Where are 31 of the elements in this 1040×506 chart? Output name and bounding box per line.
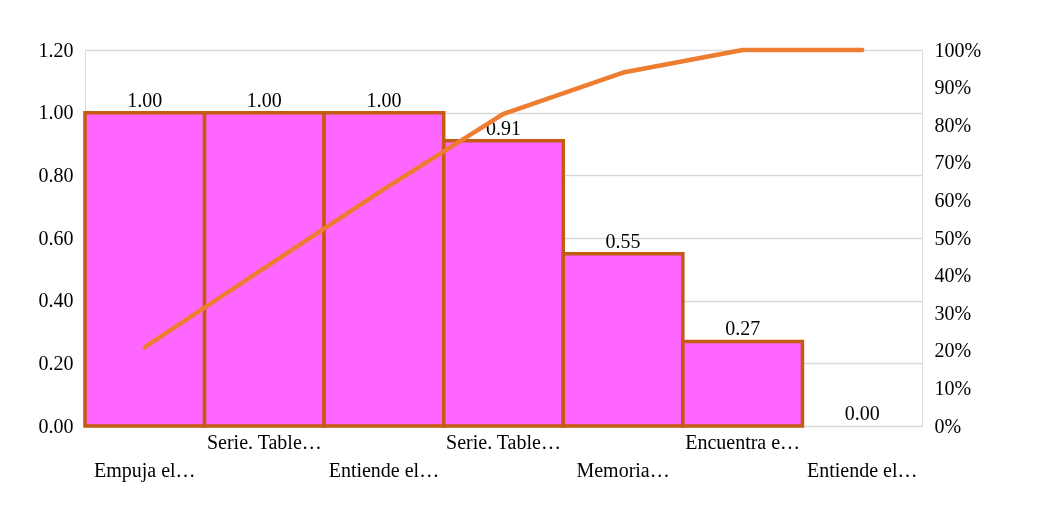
x-tick-label: Encuentra e… bbox=[685, 430, 801, 453]
data-label: 0.55 bbox=[605, 229, 641, 252]
x-tick-label: Serie. Table… bbox=[446, 430, 561, 453]
y2-tick-label: 60% bbox=[934, 188, 972, 211]
y2-tick-label: 80% bbox=[934, 113, 972, 136]
y2-tick-label: 30% bbox=[934, 301, 972, 324]
y-tick-label: 1.00 bbox=[38, 101, 74, 124]
y2-tick-label: 90% bbox=[934, 76, 972, 99]
y2-tick-label: 50% bbox=[934, 226, 972, 249]
y-tick-label: 0.60 bbox=[38, 226, 74, 249]
y-tick-label: 0.20 bbox=[38, 351, 74, 374]
x-tick-label: Empuja el… bbox=[93, 458, 196, 482]
y2-tick-label: 100% bbox=[934, 38, 982, 61]
y2-tick-label: 0% bbox=[934, 414, 962, 437]
y2-tick-label: 10% bbox=[934, 376, 972, 399]
x-tick-label: Entiende el… bbox=[328, 458, 440, 481]
y2-tick-label: 70% bbox=[934, 151, 972, 174]
data-label: 0.27 bbox=[725, 317, 761, 340]
y-tick-label: 0.80 bbox=[38, 163, 74, 186]
data-label: 1.00 bbox=[246, 88, 282, 111]
x-tick-label: Serie. Table… bbox=[206, 430, 322, 453]
y2-tick-label: 20% bbox=[934, 339, 972, 362]
y-tick-label: 0.00 bbox=[38, 414, 74, 437]
y-tick-label: 0.40 bbox=[38, 289, 74, 312]
x-tick-label: Memoria… bbox=[576, 458, 670, 481]
data-label: 1.00 bbox=[127, 88, 163, 111]
data-label: 0.00 bbox=[844, 402, 880, 424]
y2-tick-label: 40% bbox=[934, 264, 972, 287]
y-tick-label: 1.20 bbox=[38, 38, 74, 61]
x-tick-label: Entiende el… bbox=[806, 458, 918, 481]
data-label: 1.00 bbox=[366, 88, 402, 111]
